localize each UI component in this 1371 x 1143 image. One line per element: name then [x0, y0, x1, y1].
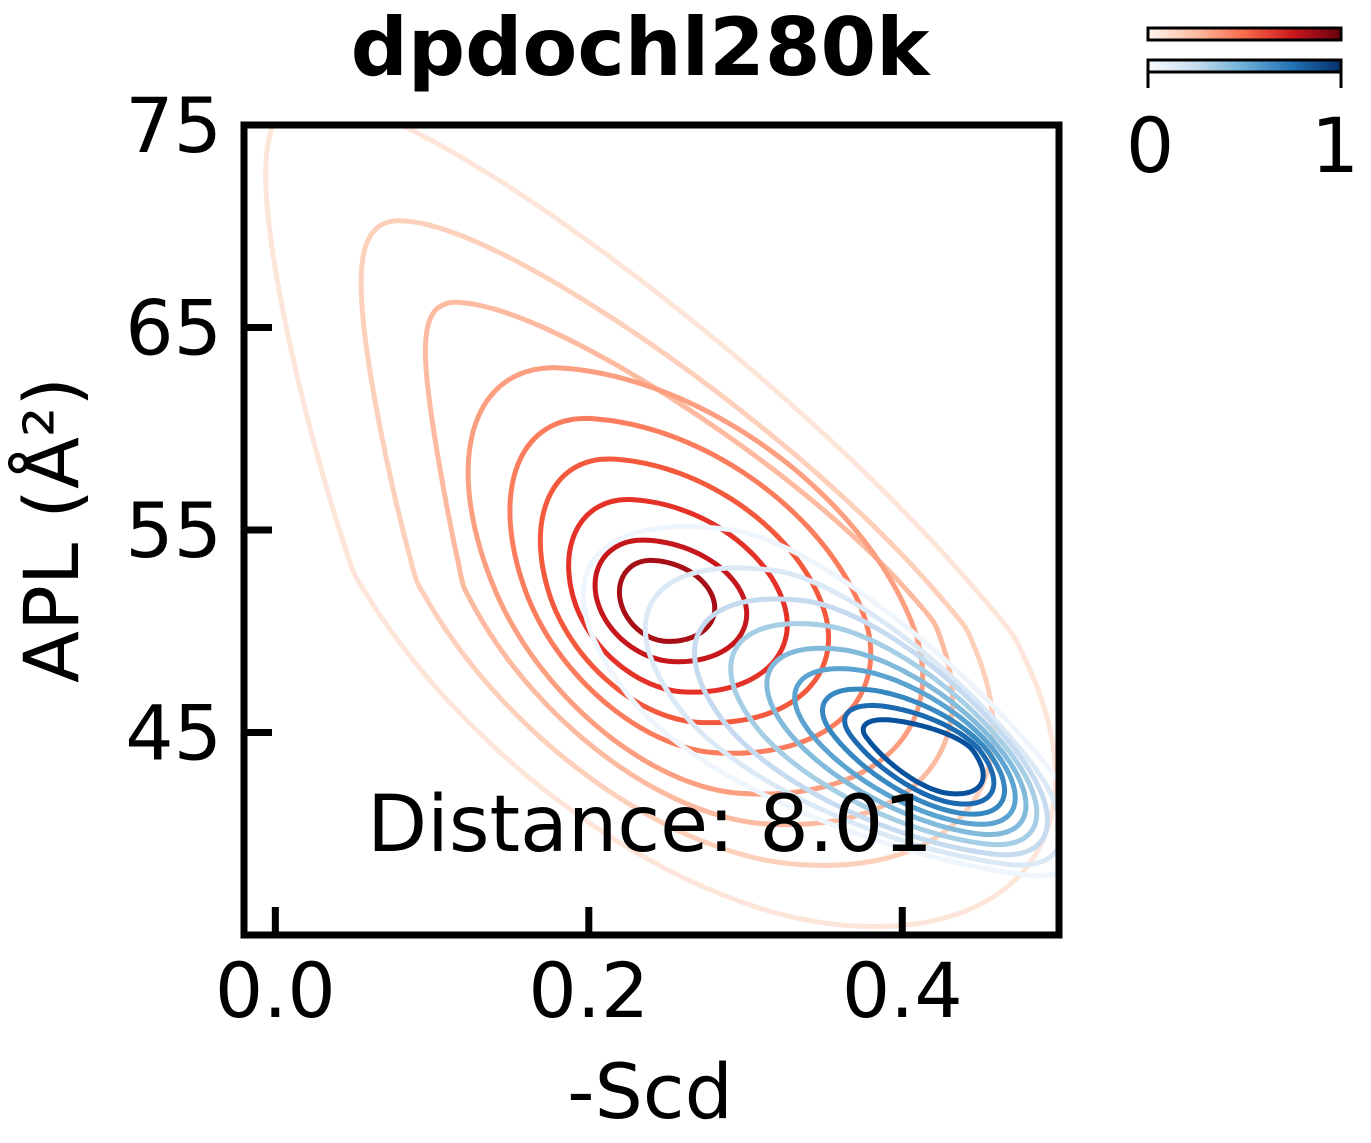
- blue-contour-level-2: [642, 565, 1059, 868]
- red-contour-level-9: [616, 557, 718, 644]
- blue-colorbar: [1146, 58, 1343, 74]
- blue-contour-level-9: [860, 717, 986, 797]
- blue-contour-level-5: [764, 645, 1029, 837]
- red-contour-level-8: [592, 537, 750, 665]
- red-colorbar: [1146, 26, 1343, 42]
- y-axis-label: APL (Å²): [7, 377, 96, 683]
- blue-contour-level-6: [792, 666, 1018, 827]
- axis-ticks: 0.0 0.2 0.4 75 65 55 45: [125, 81, 962, 1035]
- x-tick-label: 0.2: [528, 946, 649, 1035]
- colorbar-tick-label: 1: [1311, 101, 1359, 190]
- y-tick-label: 55: [125, 486, 222, 575]
- y-tick-label: 75: [125, 81, 222, 170]
- chart-title: dpdochl280k: [351, 1, 932, 94]
- red-density-contours: [263, 125, 1059, 930]
- contour-layer: [263, 125, 1059, 930]
- blue-contour-level-7: [820, 686, 1007, 817]
- distance-annotation: Distance: 8.01: [367, 780, 933, 870]
- blue-contour-level-8: [842, 702, 997, 807]
- blue-contour-level-4: [728, 621, 1040, 848]
- red-contour-level-7: [566, 497, 790, 695]
- blue-contour-level-1: [580, 524, 1059, 879]
- x-tick-label: 0.4: [842, 946, 963, 1035]
- y-tick-label: 45: [125, 689, 222, 778]
- red-contour-level-5: [507, 415, 874, 756]
- y-tick-label: 65: [125, 284, 222, 373]
- blue-density-contours: [580, 524, 1059, 879]
- x-axis-label: -Scd: [567, 1047, 733, 1136]
- colorbar-tick-label: 0: [1126, 101, 1174, 190]
- x-tick-label: 0.0: [215, 946, 336, 1035]
- red-contour-level-1: [263, 125, 1059, 930]
- blue-contour-level-3: [692, 596, 1051, 858]
